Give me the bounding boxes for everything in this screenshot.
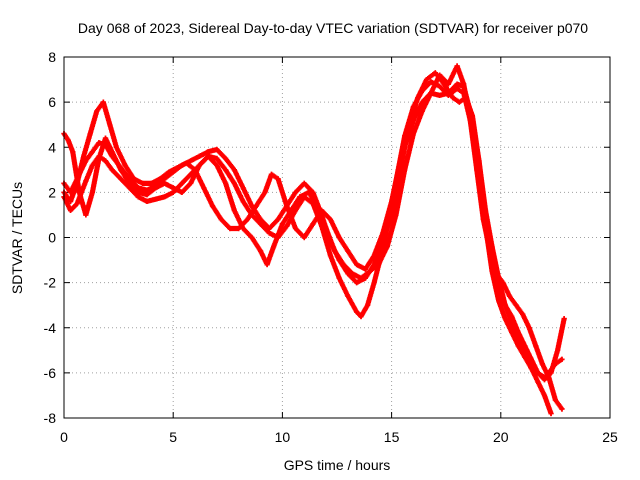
y-tick-label: -8 (44, 410, 57, 426)
series-trace-track-d (61, 70, 554, 417)
x-tick-label: 15 (384, 429, 400, 445)
x-tick-label: 10 (275, 429, 291, 445)
y-tick-label: -6 (44, 365, 57, 381)
x-tick-label: 25 (602, 429, 618, 445)
y-tick-label: 4 (48, 139, 56, 155)
x-tick-label: 0 (60, 429, 68, 445)
y-tick-label: -2 (44, 275, 57, 291)
x-tick-label: 5 (169, 429, 177, 445)
y-tick-label: 2 (48, 184, 56, 200)
series-track-d (61, 70, 554, 417)
chart-title: Day 068 of 2023, Sidereal Day-to-day VTE… (78, 20, 588, 36)
y-axis-label: SDTVAR / TECUs (9, 182, 25, 294)
y-tick-label: 0 (48, 230, 56, 246)
x-tick-label: 20 (493, 429, 509, 445)
data-points (61, 63, 567, 417)
y-tick-label: -4 (44, 320, 57, 336)
y-tick-label: 8 (48, 49, 56, 65)
plot-frame (63, 56, 611, 419)
y-tick-label: 6 (48, 94, 56, 110)
x-axis-label: GPS time / hours (284, 457, 391, 473)
